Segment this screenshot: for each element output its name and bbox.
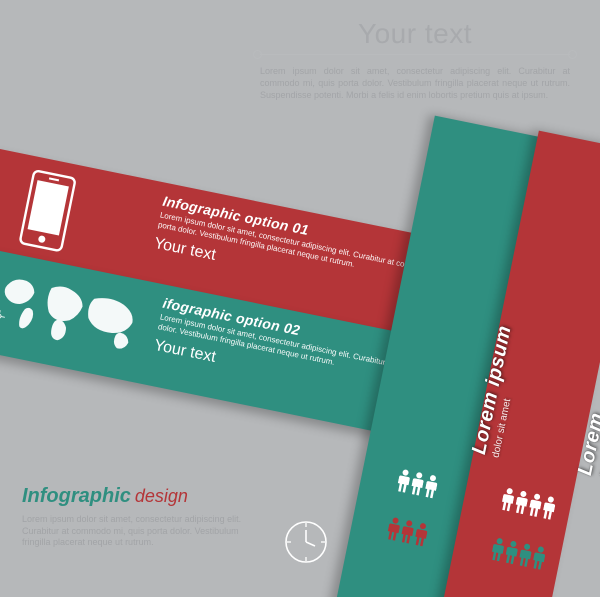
world-map-icon — [0, 262, 151, 372]
footer-body: Lorem ipsum dolor sit amet, consectetur … — [22, 514, 262, 549]
footer-title: Infographicdesign — [22, 485, 262, 508]
clock-icon — [284, 520, 328, 564]
footer-block: Infographicdesign Lorem ipsum dolor sit … — [22, 485, 262, 549]
footer-title-light: design — [135, 486, 188, 506]
infographic-canvas: Your text Lorem ipsum dolor sit amet, co… — [0, 0, 600, 597]
footer-title-strong: Infographic — [22, 485, 131, 507]
header-body: Lorem ipsum dolor sit amet, consectetur … — [260, 65, 570, 101]
header-rule — [260, 54, 570, 55]
phone-icon — [0, 160, 151, 270]
header-title: Your text — [260, 18, 570, 50]
